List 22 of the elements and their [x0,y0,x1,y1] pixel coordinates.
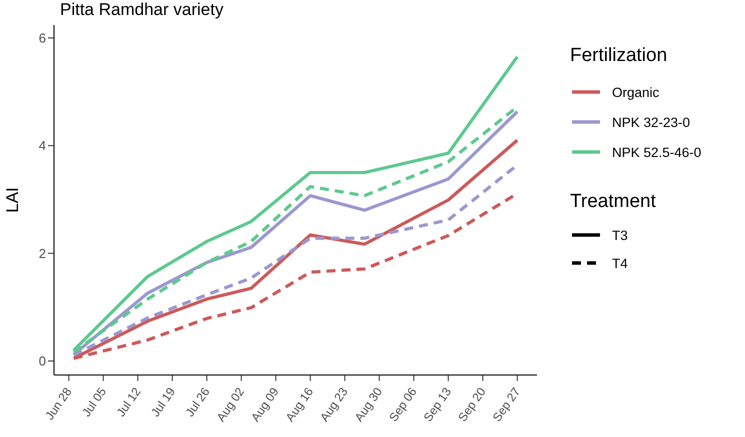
x-tick-label: Jul 05 [79,384,110,420]
x-tick-label: Sep 13 [420,384,454,424]
text: T4 [611,254,629,272]
legend-label: NPK 52.5-46-0 [611,144,702,162]
x-tick-label: Sep 20 [455,384,489,424]
x-tick-label: Sep 06 [386,384,420,424]
text: T3 [611,226,629,244]
x-tick-label: Jul 12 [114,384,144,420]
x-tick-label: Jul 26 [182,384,213,420]
x-tick-label: Sep 27 [490,384,524,424]
y-tick-label: 4 [38,138,46,154]
text: Treatment [570,191,656,212]
legend-label: NPK 32-23-0 [611,114,692,132]
x-tick-label: Jul 19 [148,384,178,420]
text: Fertilization [570,45,668,66]
chart-title: Pitta Ramdhar variety [60,0,224,20]
legend-label: Organic [611,84,660,102]
x-tick-label: Jun 28 [42,384,75,423]
y-tick-label: 2 [38,246,46,261]
y-axis-title: LAI [3,187,22,213]
y-tick-label: 0 [38,354,46,369]
y-tick-label: 6 [38,30,46,46]
